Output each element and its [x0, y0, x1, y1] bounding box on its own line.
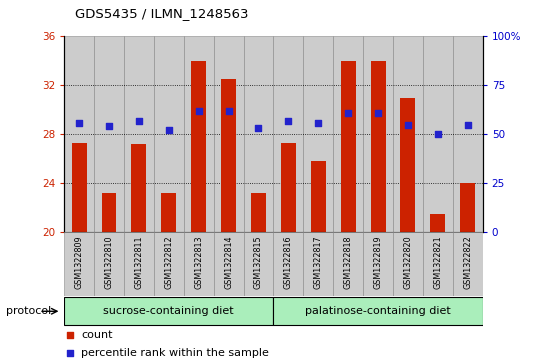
Bar	[401, 98, 415, 232]
Bar	[64, 297, 273, 325]
Bar	[154, 232, 184, 296]
Bar	[154, 36, 184, 232]
Bar	[453, 36, 483, 232]
Point	[194, 108, 203, 114]
Bar	[191, 61, 206, 232]
Bar	[304, 232, 333, 296]
Point	[66, 350, 75, 356]
Bar	[184, 232, 214, 296]
Bar	[214, 232, 243, 296]
Text: GSM1322815: GSM1322815	[254, 236, 263, 289]
Bar	[273, 297, 483, 325]
Text: GSM1322819: GSM1322819	[373, 236, 383, 289]
Point	[344, 110, 353, 116]
Bar	[94, 232, 124, 296]
Text: GSM1322809: GSM1322809	[75, 236, 84, 289]
Bar	[393, 232, 423, 296]
Bar	[460, 183, 475, 232]
Bar	[243, 232, 273, 296]
Point	[165, 127, 174, 133]
Bar	[430, 214, 445, 232]
Text: GSM1322817: GSM1322817	[314, 236, 323, 289]
Bar	[333, 36, 363, 232]
Bar	[71, 143, 86, 232]
Point	[463, 122, 472, 127]
Text: GSM1322816: GSM1322816	[284, 236, 293, 289]
Text: GDS5435 / ILMN_1248563: GDS5435 / ILMN_1248563	[75, 7, 249, 20]
Point	[134, 118, 143, 123]
Point	[66, 332, 75, 338]
Bar	[251, 193, 266, 232]
Bar	[273, 232, 304, 296]
Text: palatinose-containing diet: palatinose-containing diet	[305, 306, 451, 316]
Bar	[94, 36, 124, 232]
Bar	[333, 232, 363, 296]
Bar	[184, 36, 214, 232]
Bar	[363, 36, 393, 232]
Point	[314, 120, 323, 126]
Bar	[132, 144, 146, 232]
Bar	[221, 79, 236, 232]
Text: count: count	[81, 330, 112, 340]
Point	[434, 131, 442, 137]
Bar	[371, 61, 386, 232]
Text: GSM1322811: GSM1322811	[134, 236, 143, 289]
Bar	[304, 36, 333, 232]
Text: GSM1322821: GSM1322821	[434, 236, 442, 289]
Bar	[281, 143, 296, 232]
Text: GSM1322812: GSM1322812	[164, 236, 174, 289]
Text: sucrose-containing diet: sucrose-containing diet	[103, 306, 234, 316]
Bar	[214, 36, 243, 232]
Text: GSM1322814: GSM1322814	[224, 236, 233, 289]
Bar	[273, 36, 304, 232]
Bar	[243, 36, 273, 232]
Text: GSM1322810: GSM1322810	[104, 236, 113, 289]
Bar	[161, 193, 176, 232]
Bar	[64, 36, 94, 232]
Bar	[124, 232, 154, 296]
Bar	[423, 232, 453, 296]
Bar	[453, 232, 483, 296]
Point	[403, 122, 412, 127]
Text: GSM1322820: GSM1322820	[403, 236, 412, 289]
Bar	[393, 36, 423, 232]
Bar	[423, 36, 453, 232]
Point	[104, 123, 113, 129]
Point	[374, 110, 383, 116]
Text: percentile rank within the sample: percentile rank within the sample	[81, 348, 269, 358]
Point	[284, 118, 293, 123]
Bar	[124, 36, 154, 232]
Text: GSM1322818: GSM1322818	[344, 236, 353, 289]
Bar	[363, 232, 393, 296]
Text: protocol: protocol	[6, 306, 51, 316]
Text: GSM1322813: GSM1322813	[194, 236, 203, 289]
Bar	[341, 61, 355, 232]
Point	[224, 108, 233, 114]
Bar	[102, 193, 117, 232]
Point	[254, 126, 263, 131]
Point	[75, 120, 84, 126]
Bar	[64, 232, 94, 296]
Bar	[311, 161, 326, 232]
Text: GSM1322822: GSM1322822	[463, 236, 472, 289]
